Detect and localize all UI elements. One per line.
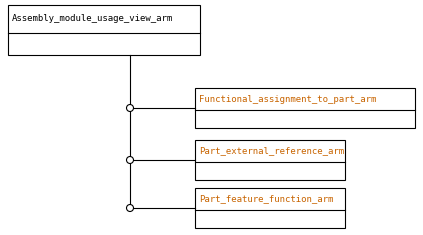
Bar	[8, 5, 200, 55]
Text: Assembly_module_usage_view_arm: Assembly_module_usage_view_arm	[12, 14, 173, 23]
Bar	[195, 88, 415, 128]
Text: Part_feature_function_arm: Part_feature_function_arm	[199, 195, 333, 204]
Text: Functional_assignment_to_part_arm: Functional_assignment_to_part_arm	[199, 94, 376, 103]
Bar	[195, 188, 345, 228]
Circle shape	[126, 204, 134, 212]
Bar	[195, 140, 345, 180]
Circle shape	[126, 157, 134, 164]
Circle shape	[126, 105, 134, 111]
Text: Part_external_reference_arm: Part_external_reference_arm	[199, 146, 344, 156]
